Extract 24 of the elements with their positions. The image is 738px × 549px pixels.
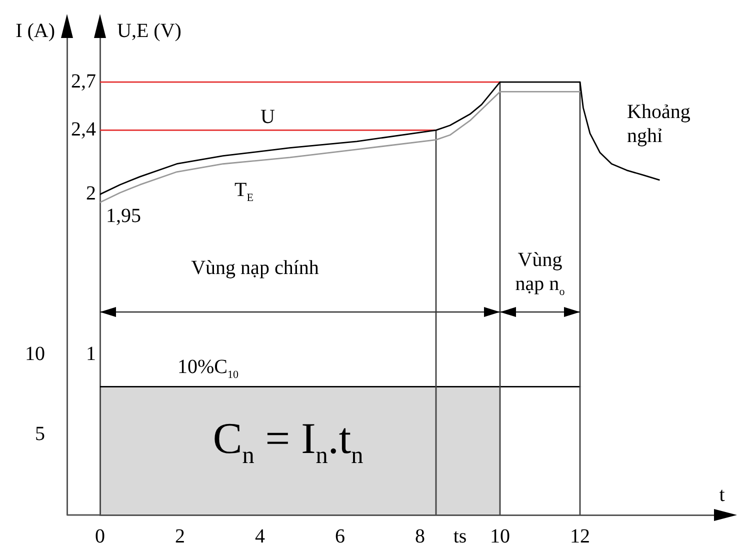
y-axis-title: I (A) (16, 19, 55, 43)
y2-tick-label: 2 (86, 182, 96, 205)
x-tick-label: ts (453, 525, 467, 548)
data-label: 1,95 (106, 204, 141, 228)
y2-tick-label: 1 (86, 342, 96, 365)
y2-tick-label: 2,7 (71, 70, 96, 92)
annotation: Khoảng nghỉ (627, 100, 692, 148)
x-tick-label: 10 (490, 525, 510, 548)
x-tick-label: 8 (415, 525, 425, 548)
x-axis-title: t (719, 483, 725, 507)
x-tick-label: 6 (335, 525, 345, 548)
annotation: Vùng nạp n$_{o}$ (514, 248, 566, 298)
annotation: Vùng nạp chính (191, 256, 319, 280)
y2-tick-label: 2,4 (71, 118, 96, 140)
series-label: U (260, 104, 275, 128)
annotation: 10%C$_{10}$ (178, 354, 238, 381)
annotation: C$_{n}$ = I$_{n}$.t$_{n}$ (212, 414, 364, 469)
x-tick-label: 0 (95, 525, 105, 548)
x-tick-label: 4 (255, 525, 265, 548)
x-tick-label: 2 (175, 525, 185, 548)
y2-axis-title: U,E (V) (117, 19, 182, 43)
x-tick-label: 12 (570, 525, 590, 548)
series-label: T$_{E}$ (234, 178, 254, 204)
y-tick-label: 5 (35, 423, 45, 446)
